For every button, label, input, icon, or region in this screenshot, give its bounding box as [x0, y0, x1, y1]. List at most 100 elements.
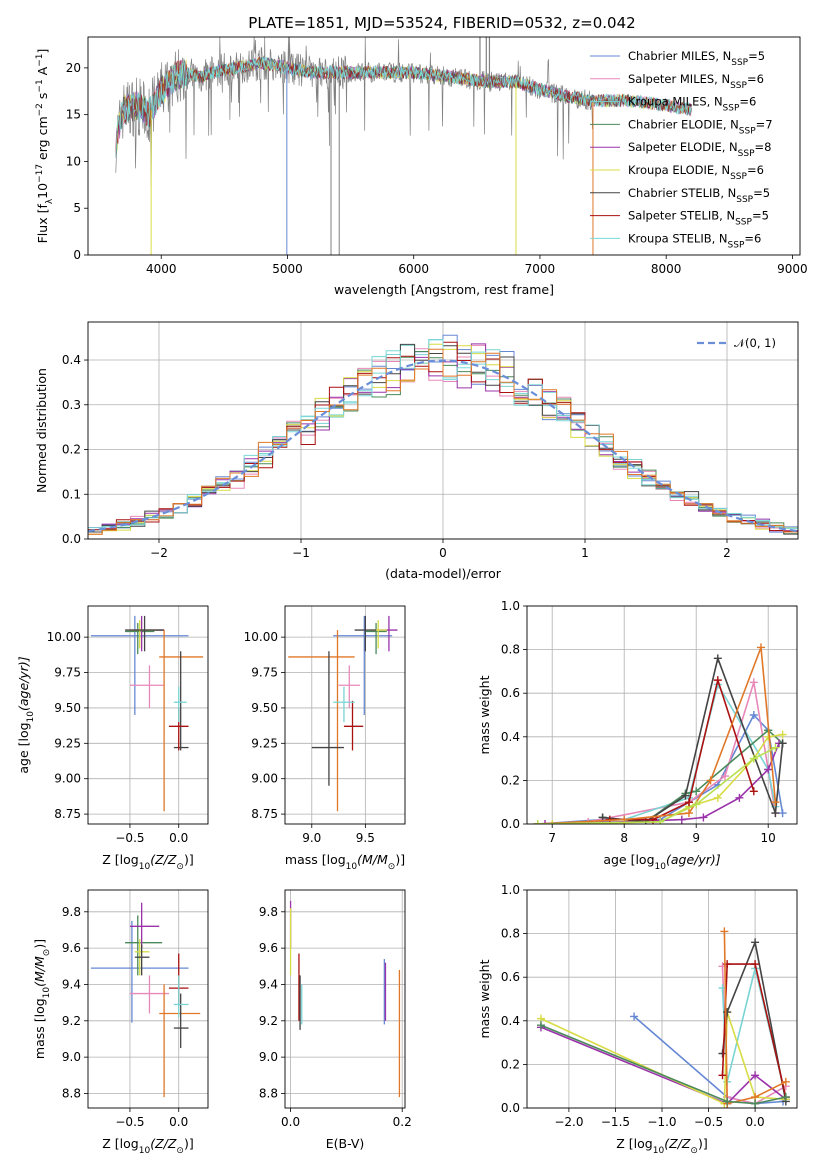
weight-point-marker — [771, 809, 780, 818]
y-tick-label: 15 — [66, 108, 81, 122]
y-tick-label: 9.2 — [259, 1014, 278, 1028]
weight-series-line — [540, 1011, 786, 1105]
legend-label-part: Kroupa MILES, N — [628, 95, 723, 109]
axes-frame — [526, 889, 798, 1109]
weight-point-marker — [735, 793, 744, 802]
axes-frame — [87, 889, 209, 1109]
y-axis-label-part: (M/M — [32, 956, 47, 987]
x-tick-label: 0 — [439, 546, 447, 560]
legend-label-part: =6 — [739, 95, 756, 109]
y-tick-label: 0.8 — [501, 643, 520, 657]
plot-area — [88, 334, 798, 535]
y-axis-label-part: ] — [35, 49, 50, 54]
legend-label-part: =6 — [747, 72, 764, 86]
y-tick-label: 9.4 — [259, 977, 278, 991]
legend-label-part: =5 — [748, 49, 765, 63]
y-tick-label: 9.4 — [62, 977, 81, 991]
legend-label-part: Kroupa ELODIE, N — [628, 163, 730, 177]
x-axis-label-part: (age/yr)] — [666, 852, 721, 867]
legend-label-part: =5 — [753, 186, 770, 200]
x-tick-label: 9 — [692, 831, 700, 845]
x-tick-label: 8 — [620, 831, 628, 845]
weight-point-marker — [541, 820, 549, 824]
y-tick-label: 8.8 — [259, 1086, 278, 1100]
legend-label-part: Salpeter MILES, N — [628, 72, 730, 86]
weight-point-marker — [548, 820, 557, 824]
legend-label: Kroupa STELIB, NSSP=6 — [628, 231, 761, 250]
y-axis-label-part: age [log — [16, 722, 31, 773]
x-tick-label: −2 — [150, 546, 168, 560]
y-tick-label: 9.8 — [259, 905, 278, 919]
plot-area — [115, 37, 692, 255]
x-axis-label: (data-model)/error — [385, 566, 502, 581]
weight-point-marker — [771, 743, 780, 752]
weight-point-marker — [751, 1099, 760, 1108]
weight-point-marker — [751, 1071, 760, 1080]
x-axis-label-part: (M/M — [357, 852, 388, 867]
legend-label-part: SSP — [738, 149, 755, 159]
x-tick-label: 0.0 — [281, 1115, 300, 1129]
x-tick-label: −0.5 — [115, 831, 144, 845]
y-tick-label: 9.25 — [251, 736, 278, 750]
y-axis-label-part: −2 — [35, 103, 45, 116]
y-tick-label: 0 — [73, 248, 81, 262]
y-axis-label-part: A — [35, 66, 50, 79]
weight-point-marker — [681, 791, 690, 800]
axes-frame — [284, 605, 406, 825]
x-tick-label: −1.0 — [647, 1115, 676, 1129]
x-axis-label: Z [log10(Z/Z⊙)] — [102, 1136, 193, 1156]
x-tick-label: −1 — [292, 546, 310, 560]
weight-point-marker — [630, 1012, 639, 1021]
weight-point-marker — [718, 1071, 727, 1080]
legend-label: Chabrier ELODIE, NSSP=7 — [628, 117, 773, 136]
legend-label-part: SSP — [728, 240, 745, 250]
x-axis-label-part: )] — [184, 1136, 194, 1151]
weight-point-marker — [749, 754, 758, 763]
plot-area — [90, 902, 201, 1098]
legend-label: Kroupa ELODIE, NSSP=6 — [628, 163, 764, 182]
x-axis-label-part: (Z/Z — [150, 852, 177, 867]
y-tick-label: 20 — [66, 61, 81, 75]
legend-label-part: Chabrier STELIB, N — [628, 186, 736, 200]
x-tick-label: 1 — [581, 546, 589, 560]
weight-point-marker — [713, 676, 722, 685]
plot-area — [288, 615, 398, 812]
weight-point-marker — [778, 809, 787, 818]
y-tick-label: 9.6 — [259, 941, 278, 955]
y-axis-label-part: (age/yr)] — [16, 656, 31, 711]
weight-series-line — [721, 963, 787, 1098]
y-tick-label: 9.8 — [62, 905, 81, 919]
y-tick-label: 0.3 — [62, 398, 81, 412]
weight-series-line — [602, 655, 784, 823]
y-axis-label-part: −17 — [35, 164, 45, 183]
legend-label-part: Salpeter STELIB, N — [628, 209, 735, 223]
x-tick-label: 2 — [723, 546, 731, 560]
y-tick-label: 9.50 — [54, 701, 81, 715]
x-tick-label: 0.2 — [393, 1115, 412, 1129]
legend-label: Chabrier MILES, NSSP=5 — [628, 49, 765, 68]
x-tick-label: 6000 — [398, 262, 429, 276]
x-axis-label-part: Z [log — [102, 1136, 138, 1151]
legend-label: 𝒩(0, 1) — [734, 336, 776, 350]
x-axis-label-part: age [log — [603, 852, 654, 867]
y-tick-label: 5 — [73, 201, 81, 215]
axes-frame — [284, 889, 406, 1109]
y-tick-label: 9.2 — [62, 1014, 81, 1028]
x-tick-label: 0.0 — [169, 831, 188, 845]
x-tick-label: 4000 — [146, 262, 177, 276]
x-axis-label-part: 10 — [139, 862, 151, 872]
x-axis-label-part: ⊙ — [176, 862, 184, 872]
y-tick-label: 9.00 — [54, 772, 81, 786]
y-axis-label-part: λ — [45, 198, 55, 204]
y-tick-label: 0.2 — [501, 1057, 520, 1071]
weight-series-line — [540, 1026, 787, 1105]
legend-label-part: SSP — [739, 126, 756, 136]
legend-label-part: =8 — [755, 140, 772, 154]
x-axis-label: E(B-V) — [326, 1136, 365, 1151]
y-axis-label: mass weight — [477, 675, 492, 754]
y-tick-label: 9.0 — [62, 1050, 81, 1064]
y-tick-label: 9.75 — [251, 666, 278, 680]
y-tick-label: 10 — [66, 154, 81, 168]
legend-label: Chabrier STELIB, NSSP=5 — [628, 186, 770, 205]
weight-vs-Z-axes: −2.0 −1.5 −1.0 −0.5 0.0 0.0 0.2 0.4 0.6 0.8 1.0 Z [… — [477, 883, 798, 1156]
